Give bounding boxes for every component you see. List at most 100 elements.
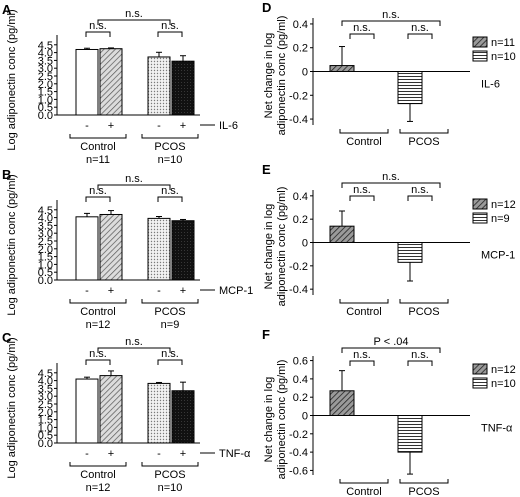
bracket-pcos-line: [157, 196, 183, 202]
group-n: n=11: [86, 154, 110, 166]
y-tick-label: 0.4: [293, 191, 308, 203]
category-label: PCOS: [408, 306, 439, 318]
sign-label: -: [85, 448, 89, 460]
bracket-between-label: n.s.: [125, 336, 143, 348]
y-tick-label: -0.2: [289, 261, 308, 273]
y-axis-label: Log adiponectin conc (pg/ml): [6, 9, 18, 150]
y-tick-label: 3.0: [38, 391, 53, 403]
bracket-control-line: [85, 359, 111, 365]
y-tick-label: 2.5: [38, 236, 53, 248]
treatment-label: TNF-α: [481, 423, 513, 435]
legend-swatch: [472, 212, 488, 224]
y-tick-label: 0.6: [293, 356, 308, 368]
bar: [147, 56, 171, 116]
legend-label: n=10: [491, 378, 516, 390]
bar: [75, 216, 99, 281]
y-tick-label: 3.0: [38, 228, 53, 240]
sign-label: +: [180, 285, 186, 297]
category-bracket: [399, 129, 449, 134]
category-bracket: [399, 299, 449, 304]
y-tick-label: 0.5: [38, 102, 53, 114]
bracket-control-label: n.s.: [353, 349, 371, 361]
y-tick-label: 0.2: [293, 214, 308, 226]
panel-B: B 0.00.51.01.52.02.53.03.54.04.5 Log adipo…: [2, 167, 253, 331]
y-tick-label: 4.0: [38, 48, 53, 60]
y-tick-label: 0: [302, 411, 308, 423]
group-bracket: [141, 134, 199, 139]
y-axis-label: Log adiponectin conc (pg/ml): [6, 174, 18, 315]
legend-label: n=9: [491, 213, 510, 225]
group-bracket: [141, 462, 199, 467]
treatment-label: MCP-1: [481, 250, 515, 262]
bracket-control-line: [349, 195, 375, 201]
y-tick-label: 1.0: [38, 422, 53, 434]
legend-swatch: [472, 50, 488, 62]
y-axis-label-line1: Net change in log: [263, 33, 275, 119]
category-label: Control: [346, 306, 381, 318]
y-tick-label: 0.0: [38, 275, 53, 287]
y-tick-label: 2.5: [38, 399, 53, 411]
bracket-control-label: n.s.: [89, 348, 107, 360]
panel-letter: E: [262, 162, 271, 177]
group-bracket: [69, 134, 127, 139]
bracket-pcos-line: [407, 360, 433, 366]
group-label: Control: [80, 306, 115, 318]
category-bracket: [399, 479, 449, 484]
sign-label: +: [108, 120, 114, 132]
bracket-between-label: n.s.: [382, 171, 400, 183]
group-bracket: [69, 462, 127, 467]
y-tick-label: 0.0: [38, 438, 53, 450]
category-bracket: [339, 299, 389, 304]
bracket-pcos-line: [407, 195, 433, 201]
group-label: PCOS: [154, 306, 185, 318]
bracket-pcos-line: [157, 359, 183, 365]
panel-letter: A: [2, 2, 12, 17]
y-tick-label: 0.0: [38, 110, 53, 122]
y-tick-label: 4.0: [38, 376, 53, 388]
group-bracket: [141, 299, 199, 304]
bracket-between-line: [97, 19, 171, 25]
treatment-label: IL-6: [219, 120, 238, 132]
bar: [329, 65, 355, 73]
bracket-between-line: [97, 184, 171, 190]
legend-label: n=12: [491, 199, 516, 211]
sign-label: +: [108, 448, 114, 460]
bracket-control-line: [85, 31, 111, 37]
bar: [99, 48, 123, 116]
y-tick-label: 3.0: [38, 63, 53, 75]
y-tick-label: 3.5: [38, 55, 53, 67]
y-axis-label-line1: Net change in log: [263, 377, 275, 463]
group-label: PCOS: [154, 141, 185, 153]
bracket-between-label: P < .04: [374, 336, 409, 348]
bracket-between-line: [341, 347, 441, 353]
y-tick-label: 0: [302, 238, 308, 250]
y-tick-label: 1.5: [38, 415, 53, 427]
bracket-control-line: [349, 360, 375, 366]
y-tick-label: 1.5: [38, 252, 53, 264]
bracket-pcos-label: n.s.: [161, 20, 179, 32]
group-n: n=9: [161, 319, 180, 331]
treatment-label: MCP-1: [219, 285, 253, 297]
y-tick-label: 0.2: [293, 43, 308, 55]
y-tick-label: 0.4: [293, 374, 308, 386]
bracket-control-label: n.s.: [353, 184, 371, 196]
y-tick-label: -0.4: [289, 447, 308, 459]
bar: [75, 48, 99, 116]
group-label: Control: [80, 469, 115, 481]
bar: [397, 415, 423, 453]
sign-label: +: [180, 448, 186, 460]
group-n: n=10: [158, 154, 183, 166]
bracket-between-line: [341, 182, 441, 188]
legend-label: n=10: [491, 51, 516, 63]
bracket-control-label: n.s.: [89, 20, 107, 32]
y-axis-label: Net change in logadiponectin conc (pg/ml…: [263, 360, 288, 480]
bracket-pcos-label: n.s.: [161, 348, 179, 360]
y-tick-label: 1.0: [38, 94, 53, 106]
bracket-pcos-line: [157, 31, 183, 37]
treatment-label: TNF-α: [219, 448, 251, 460]
treatment-label: IL-6: [481, 79, 500, 91]
bar: [171, 390, 195, 444]
sign-label: -: [157, 285, 161, 297]
